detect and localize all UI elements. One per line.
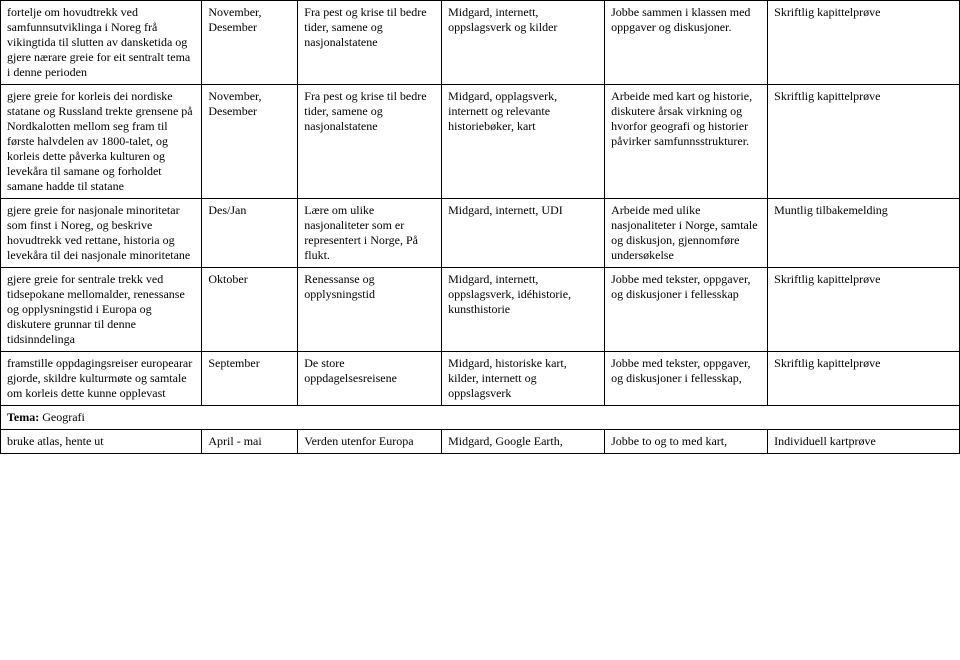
cell-methods: Jobbe med tekster, oppgaver, og diskusjo… [605,268,768,352]
cell-topic: Fra pest og krise til bedre tider, samen… [298,1,442,85]
cell-topic: Fra pest og krise til bedre tider, samen… [298,85,442,199]
section-row: Tema: Tema: GeografiGeografi [1,406,960,430]
cell-period: September [202,352,298,406]
cell-resources: Midgard, opplagsverk, internett og relev… [442,85,605,199]
cell-assessment: Skriftlig kapittelprøve [768,268,960,352]
cell-resources: Midgard, internett, UDI [442,199,605,268]
cell-goal: fortelje om hovudtrekk ved samfunnsutvik… [1,1,202,85]
cell-methods: Jobbe med tekster, oppgaver, og diskusjo… [605,352,768,406]
cell-topic: Verden utenfor Europa [298,430,442,454]
table-row: gjere greie for korleis dei nordiske sta… [1,85,960,199]
cell-resources: Midgard, internett, oppslagsverk og kild… [442,1,605,85]
cell-assessment: Muntlig tilbakemelding [768,199,960,268]
cell-methods: Arbeide med kart og historie, diskutere … [605,85,768,199]
cell-methods: Jobbe to og to med kart, [605,430,768,454]
section-heading: Tema: Tema: GeografiGeografi [1,406,960,430]
cell-period: November, Desember [202,1,298,85]
cell-goal: framstille oppdagingsreiser europearar g… [1,352,202,406]
cell-assessment: Skriftlig kapittelprøve [768,85,960,199]
table-row: framstille oppdagingsreiser europearar g… [1,352,960,406]
cell-topic: Renessanse og opplysningstid [298,268,442,352]
cell-topic: De store oppdagelsesreisene [298,352,442,406]
cell-resources: Midgard, historiske kart, kilder, intern… [442,352,605,406]
cell-period: November, Desember [202,85,298,199]
cell-goal: bruke atlas, hente ut [1,430,202,454]
cell-assessment: Skriftlig kapittelprøve [768,1,960,85]
cell-assessment: Skriftlig kapittelprøve [768,352,960,406]
cell-goal: gjere greie for korleis dei nordiske sta… [1,85,202,199]
cell-methods: Jobbe sammen i klassen med oppgaver og d… [605,1,768,85]
table-row: fortelje om hovudtrekk ved samfunnsutvik… [1,1,960,85]
cell-resources: Midgard, Google Earth, [442,430,605,454]
cell-goal: gjere greie for nasjonale minoritetar so… [1,199,202,268]
cell-period: Oktober [202,268,298,352]
cell-methods: Arbeide med ulike nasjonaliteter i Norge… [605,199,768,268]
cell-assessment: Individuell kartprøve [768,430,960,454]
table-row: gjere greie for sentrale trekk ved tidse… [1,268,960,352]
cell-resources: Midgard, internett, oppslagsverk, idéhis… [442,268,605,352]
cell-period: Des/Jan [202,199,298,268]
curriculum-table: fortelje om hovudtrekk ved samfunnsutvik… [0,0,960,454]
cell-goal: gjere greie for sentrale trekk ved tidse… [1,268,202,352]
cell-topic: Lære om ulike nasjonaliteter som er repr… [298,199,442,268]
cell-period: April - mai [202,430,298,454]
table-row: bruke atlas, hente ut April - mai Verden… [1,430,960,454]
table-row: gjere greie for nasjonale minoritetar so… [1,199,960,268]
